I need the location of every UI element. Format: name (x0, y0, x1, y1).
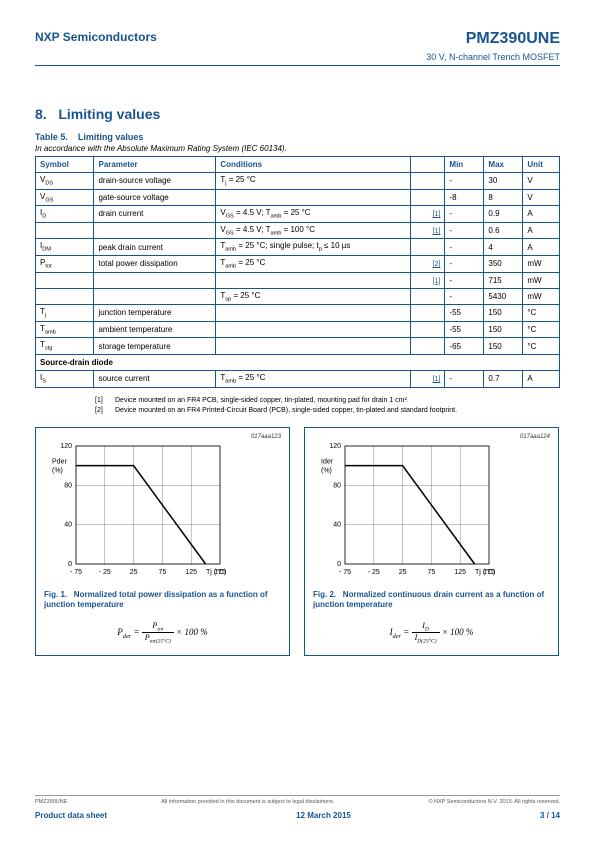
svg-text:75: 75 (159, 569, 167, 576)
svg-text:- 75: - 75 (70, 569, 82, 576)
svg-text:(%): (%) (321, 467, 332, 474)
section-number: 8. (35, 106, 47, 122)
svg-text:80: 80 (333, 482, 341, 489)
svg-text:- 25: - 25 (99, 569, 111, 576)
charts-row: 017aaa123- 75- 25257512517504080120Pder(… (35, 427, 560, 656)
section-heading: Limiting values (58, 106, 160, 122)
svg-text:- 25: - 25 (368, 569, 380, 576)
footer-date: 12 March 2015 (296, 811, 351, 820)
chart-svg: - 75- 25257512517504080120Pder(%)Tj (°C) (44, 442, 274, 582)
table-row: VGS = 4.5 V; Tamb = 100 °C [1] - 0.6 A (36, 222, 560, 239)
table-row: Tamb ambient temperature -55 150 °C (36, 321, 560, 338)
table-row: IDM peak drain current Tamb = 25 °C; sin… (36, 239, 560, 256)
svg-text:25: 25 (130, 569, 138, 576)
table-row: VGS gate-source voltage -8 8 V (36, 189, 560, 206)
part-number: PMZ390UNE (466, 30, 560, 48)
svg-text:120: 120 (60, 443, 72, 450)
page-header: NXP Semiconductors PMZ390UNE (35, 30, 560, 48)
footer-doc-type: Product data sheet (35, 811, 107, 820)
table-section-row: Source-drain diode (36, 354, 560, 370)
part-subtitle: 30 V, N-channel Trench MOSFET (35, 52, 560, 62)
section-title: 8. Limiting values (35, 106, 560, 122)
footnotes: [1]Device mounted on an FR4 PCB, single-… (95, 396, 560, 415)
footer-partnum: PMZ390UNE (35, 799, 67, 805)
svg-text:125: 125 (185, 569, 197, 576)
table-row: [1] - 715 mW (36, 272, 560, 288)
table-row: Tj junction temperature -55 150 °C (36, 305, 560, 322)
company-name: NXP Semiconductors (35, 30, 157, 44)
chart-right: 017aaa124- 75- 25257512517504080120Ider(… (304, 427, 559, 656)
svg-text:75: 75 (428, 569, 436, 576)
table-note: In accordance with the Absolute Maximum … (35, 144, 560, 153)
table-title: Table 5. Limiting values (35, 132, 560, 142)
footer-copyright: © NXP Semiconductors N.V. 2015. All righ… (428, 799, 560, 805)
svg-text:Ider: Ider (321, 458, 334, 465)
svg-text:80: 80 (64, 482, 72, 489)
svg-text:40: 40 (64, 521, 72, 528)
table-row: IS source current Tamb = 25 °C [1] - 0.7… (36, 370, 560, 387)
svg-text:25: 25 (399, 569, 407, 576)
footer-page: 3 / 14 (540, 811, 560, 820)
table-row: Ptot total power dissipation Tamb = 25 °… (36, 255, 560, 272)
table-row: VDS drain-source voltage Tj = 25 °C - 30… (36, 173, 560, 190)
svg-text:120: 120 (329, 443, 341, 450)
chart-left: 017aaa123- 75- 25257512517504080120Pder(… (35, 427, 290, 656)
svg-text:125: 125 (454, 569, 466, 576)
header-rule (35, 65, 560, 66)
table-header-row: Symbol Parameter Conditions Min Max Unit (36, 157, 560, 173)
table-row: ID drain current VGS = 4.5 V; Tamb = 25 … (36, 206, 560, 223)
table-row: Tsp = 25 °C - 5430 mW (36, 288, 560, 305)
svg-text:Tj (°C): Tj (°C) (206, 568, 226, 576)
svg-text:0: 0 (68, 561, 72, 568)
page-footer: PMZ390UNE All information provided in th… (35, 795, 560, 820)
table-row: Tstg storage temperature -65 150 °C (36, 338, 560, 355)
chart-svg: - 75- 25257512517504080120Ider(%)Tj (°C) (313, 442, 543, 582)
svg-text:Pder: Pder (52, 458, 67, 465)
footer-disclaimer: All information provided in this documen… (161, 799, 334, 805)
svg-text:0: 0 (337, 561, 341, 568)
svg-text:Tj (°C): Tj (°C) (475, 568, 495, 576)
svg-text:40: 40 (333, 521, 341, 528)
svg-text:- 75: - 75 (339, 569, 351, 576)
limiting-values-table: Symbol Parameter Conditions Min Max Unit… (35, 156, 560, 388)
svg-text:(%): (%) (52, 467, 63, 474)
